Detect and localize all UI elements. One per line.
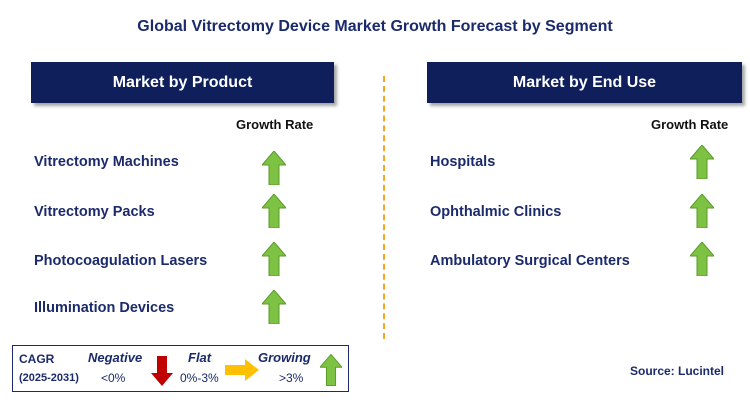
chart-title: Global Vitrectomy Device Market Growth F… (137, 18, 613, 35)
legend-flat-range: 0%-3% (180, 371, 219, 385)
end-use-row-label: Ophthalmic Clinics (430, 204, 562, 220)
green-up-arrow-icon (320, 354, 342, 386)
end-use-growth-rate-label: Growth Rate (651, 117, 729, 132)
end-use-row-label: Ambulatory Surgical Centers (430, 253, 630, 269)
green-up-arrow-icon (262, 242, 286, 276)
legend-flat-label: Flat (188, 350, 212, 365)
legend-cagr-label: CAGR (19, 352, 55, 366)
legend-negative-range: <0% (101, 371, 126, 385)
end-use-row-label: Hospitals (430, 154, 496, 170)
green-up-arrow-icon (690, 194, 714, 228)
cagr-legend: CAGR (2025-2031) Negative <0% Flat 0%-3%… (12, 345, 349, 392)
green-up-arrow-icon (690, 145, 714, 179)
product-row-label: Vitrectomy Machines (34, 154, 179, 170)
legend-negative-label: Negative (88, 350, 143, 365)
legend-growing-range: >3% (279, 371, 304, 385)
legend-growing-label: Growing (258, 350, 311, 365)
source-label: Source: Lucintel (630, 364, 725, 378)
green-up-arrow-icon (262, 151, 286, 185)
panel-divider (383, 76, 385, 339)
legend-period: (2025-2031) (19, 372, 79, 384)
yellow-right-arrow-icon (225, 359, 259, 381)
product-row-label: Illumination Devices (34, 300, 175, 316)
green-up-arrow-icon (262, 290, 286, 324)
product-growth-rate-label: Growth Rate (236, 117, 314, 132)
green-up-arrow-icon (690, 242, 714, 276)
green-up-arrow-icon (262, 194, 286, 228)
end-use-panel-header: Market by End Use (427, 62, 742, 103)
product-panel-header: Market by Product (31, 62, 334, 103)
red-down-arrow-icon (151, 356, 173, 386)
product-row-label: Photocoagulation Lasers (34, 253, 208, 269)
product-row-label: Vitrectomy Packs (34, 204, 155, 220)
